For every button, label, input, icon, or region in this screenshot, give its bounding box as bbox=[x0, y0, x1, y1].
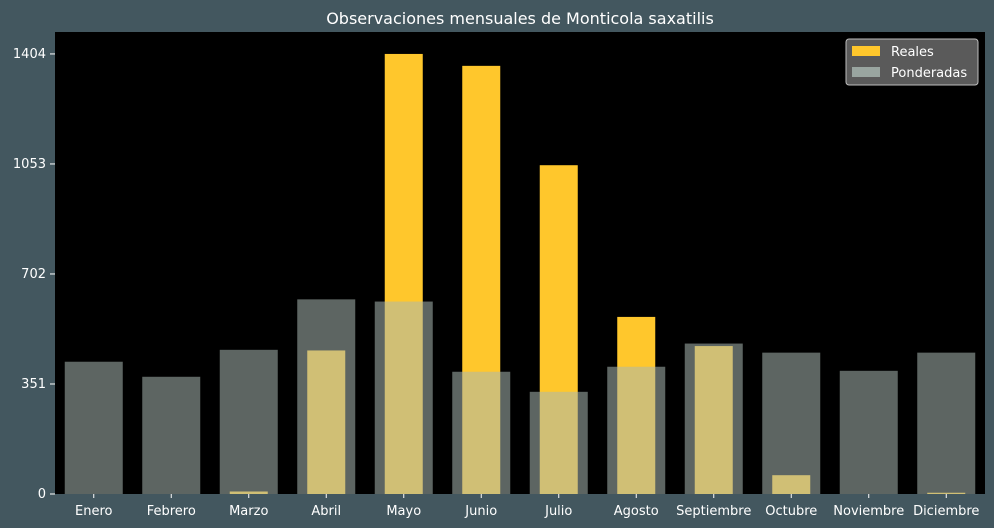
bar-ponderadas-9 bbox=[762, 352, 821, 494]
legend: Reales Ponderadas bbox=[845, 38, 979, 86]
x-tick-label-11: Diciembre bbox=[913, 504, 979, 519]
y-tick-label-3: 1053 bbox=[13, 157, 46, 172]
chart-title: Observaciones mensuales de Monticola sax… bbox=[326, 9, 714, 28]
x-tick-label-8: Septiembre bbox=[676, 504, 751, 519]
series-ponderadas-bars bbox=[64, 299, 976, 494]
plot-area bbox=[55, 32, 985, 494]
bar-ponderadas-6 bbox=[529, 391, 588, 494]
x-tick-label-0: Enero bbox=[75, 504, 113, 519]
y-tick-label-1: 351 bbox=[21, 377, 46, 392]
bar-ponderadas-0 bbox=[64, 361, 123, 494]
legend-swatch-1 bbox=[852, 67, 880, 77]
x-tick-label-3: Abril bbox=[311, 504, 341, 519]
bar-ponderadas-4 bbox=[374, 301, 433, 494]
legend-swatch-0 bbox=[852, 46, 880, 56]
bar-ponderadas-2 bbox=[219, 349, 278, 494]
x-tick-label-5: Junio bbox=[464, 504, 497, 519]
legend-label-1: Ponderadas bbox=[891, 66, 967, 81]
x-tick-label-4: Mayo bbox=[386, 504, 421, 519]
bar-ponderadas-7 bbox=[607, 366, 666, 494]
y-axis: 0 351 702 1053 1404 bbox=[13, 47, 55, 502]
x-tick-label-2: Marzo bbox=[229, 504, 268, 519]
x-tick-label-1: Febrero bbox=[147, 504, 196, 519]
bar-ponderadas-11 bbox=[917, 352, 976, 494]
x-tick-label-7: Agosto bbox=[614, 504, 659, 519]
x-tick-label-10: Noviembre bbox=[833, 504, 904, 519]
bar-ponderadas-3 bbox=[297, 299, 356, 494]
legend-label-0: Reales bbox=[891, 45, 934, 60]
x-tick-label-9: Octubre bbox=[765, 504, 817, 519]
bar-ponderadas-8 bbox=[684, 343, 743, 494]
y-tick-label-0: 0 bbox=[38, 487, 46, 502]
x-tick-label-6: Julio bbox=[544, 504, 572, 519]
bar-ponderadas-1 bbox=[142, 376, 201, 494]
bar-ponderadas-5 bbox=[452, 371, 511, 494]
y-tick-label-2: 702 bbox=[21, 267, 46, 282]
x-axis: Enero Febrero Marzo Abril Mayo Junio Julio Agos… bbox=[75, 494, 979, 519]
y-tick-label-4: 1404 bbox=[13, 47, 46, 62]
bar-ponderadas-10 bbox=[839, 370, 898, 494]
